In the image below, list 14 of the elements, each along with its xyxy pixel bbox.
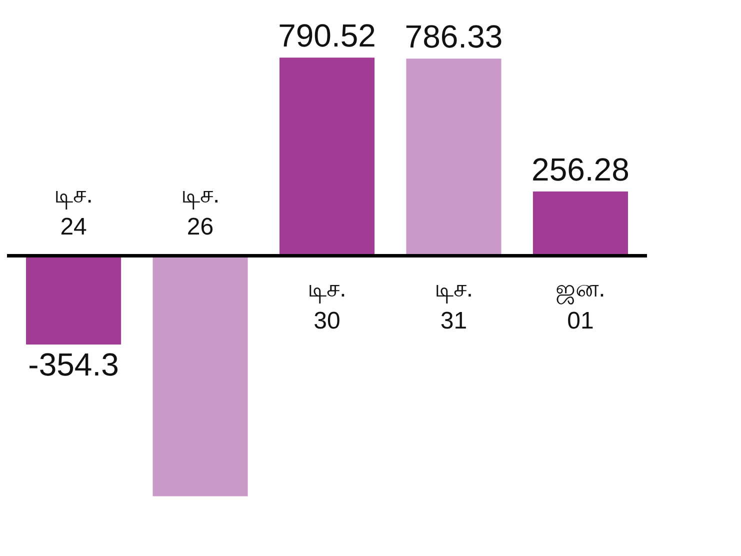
data-label: -354.3 bbox=[28, 346, 119, 382]
x-tick-label: டிச. 24 bbox=[54, 182, 93, 241]
bar bbox=[279, 58, 375, 256]
bar bbox=[532, 191, 628, 256]
data-label: 790.52 bbox=[278, 18, 376, 54]
x-tick-label: டிச. 30 bbox=[308, 276, 346, 335]
bar bbox=[406, 58, 502, 256]
bar bbox=[26, 256, 122, 344]
data-label: 786.33 bbox=[404, 18, 503, 55]
bar bbox=[152, 256, 248, 496]
x-tick-label: டிச. 31 bbox=[434, 276, 474, 335]
x-tick-label: டிச. 26 bbox=[180, 182, 220, 241]
data-label: 256.28 bbox=[532, 151, 630, 188]
x-tick-label: ஜன. 01 bbox=[556, 276, 606, 335]
